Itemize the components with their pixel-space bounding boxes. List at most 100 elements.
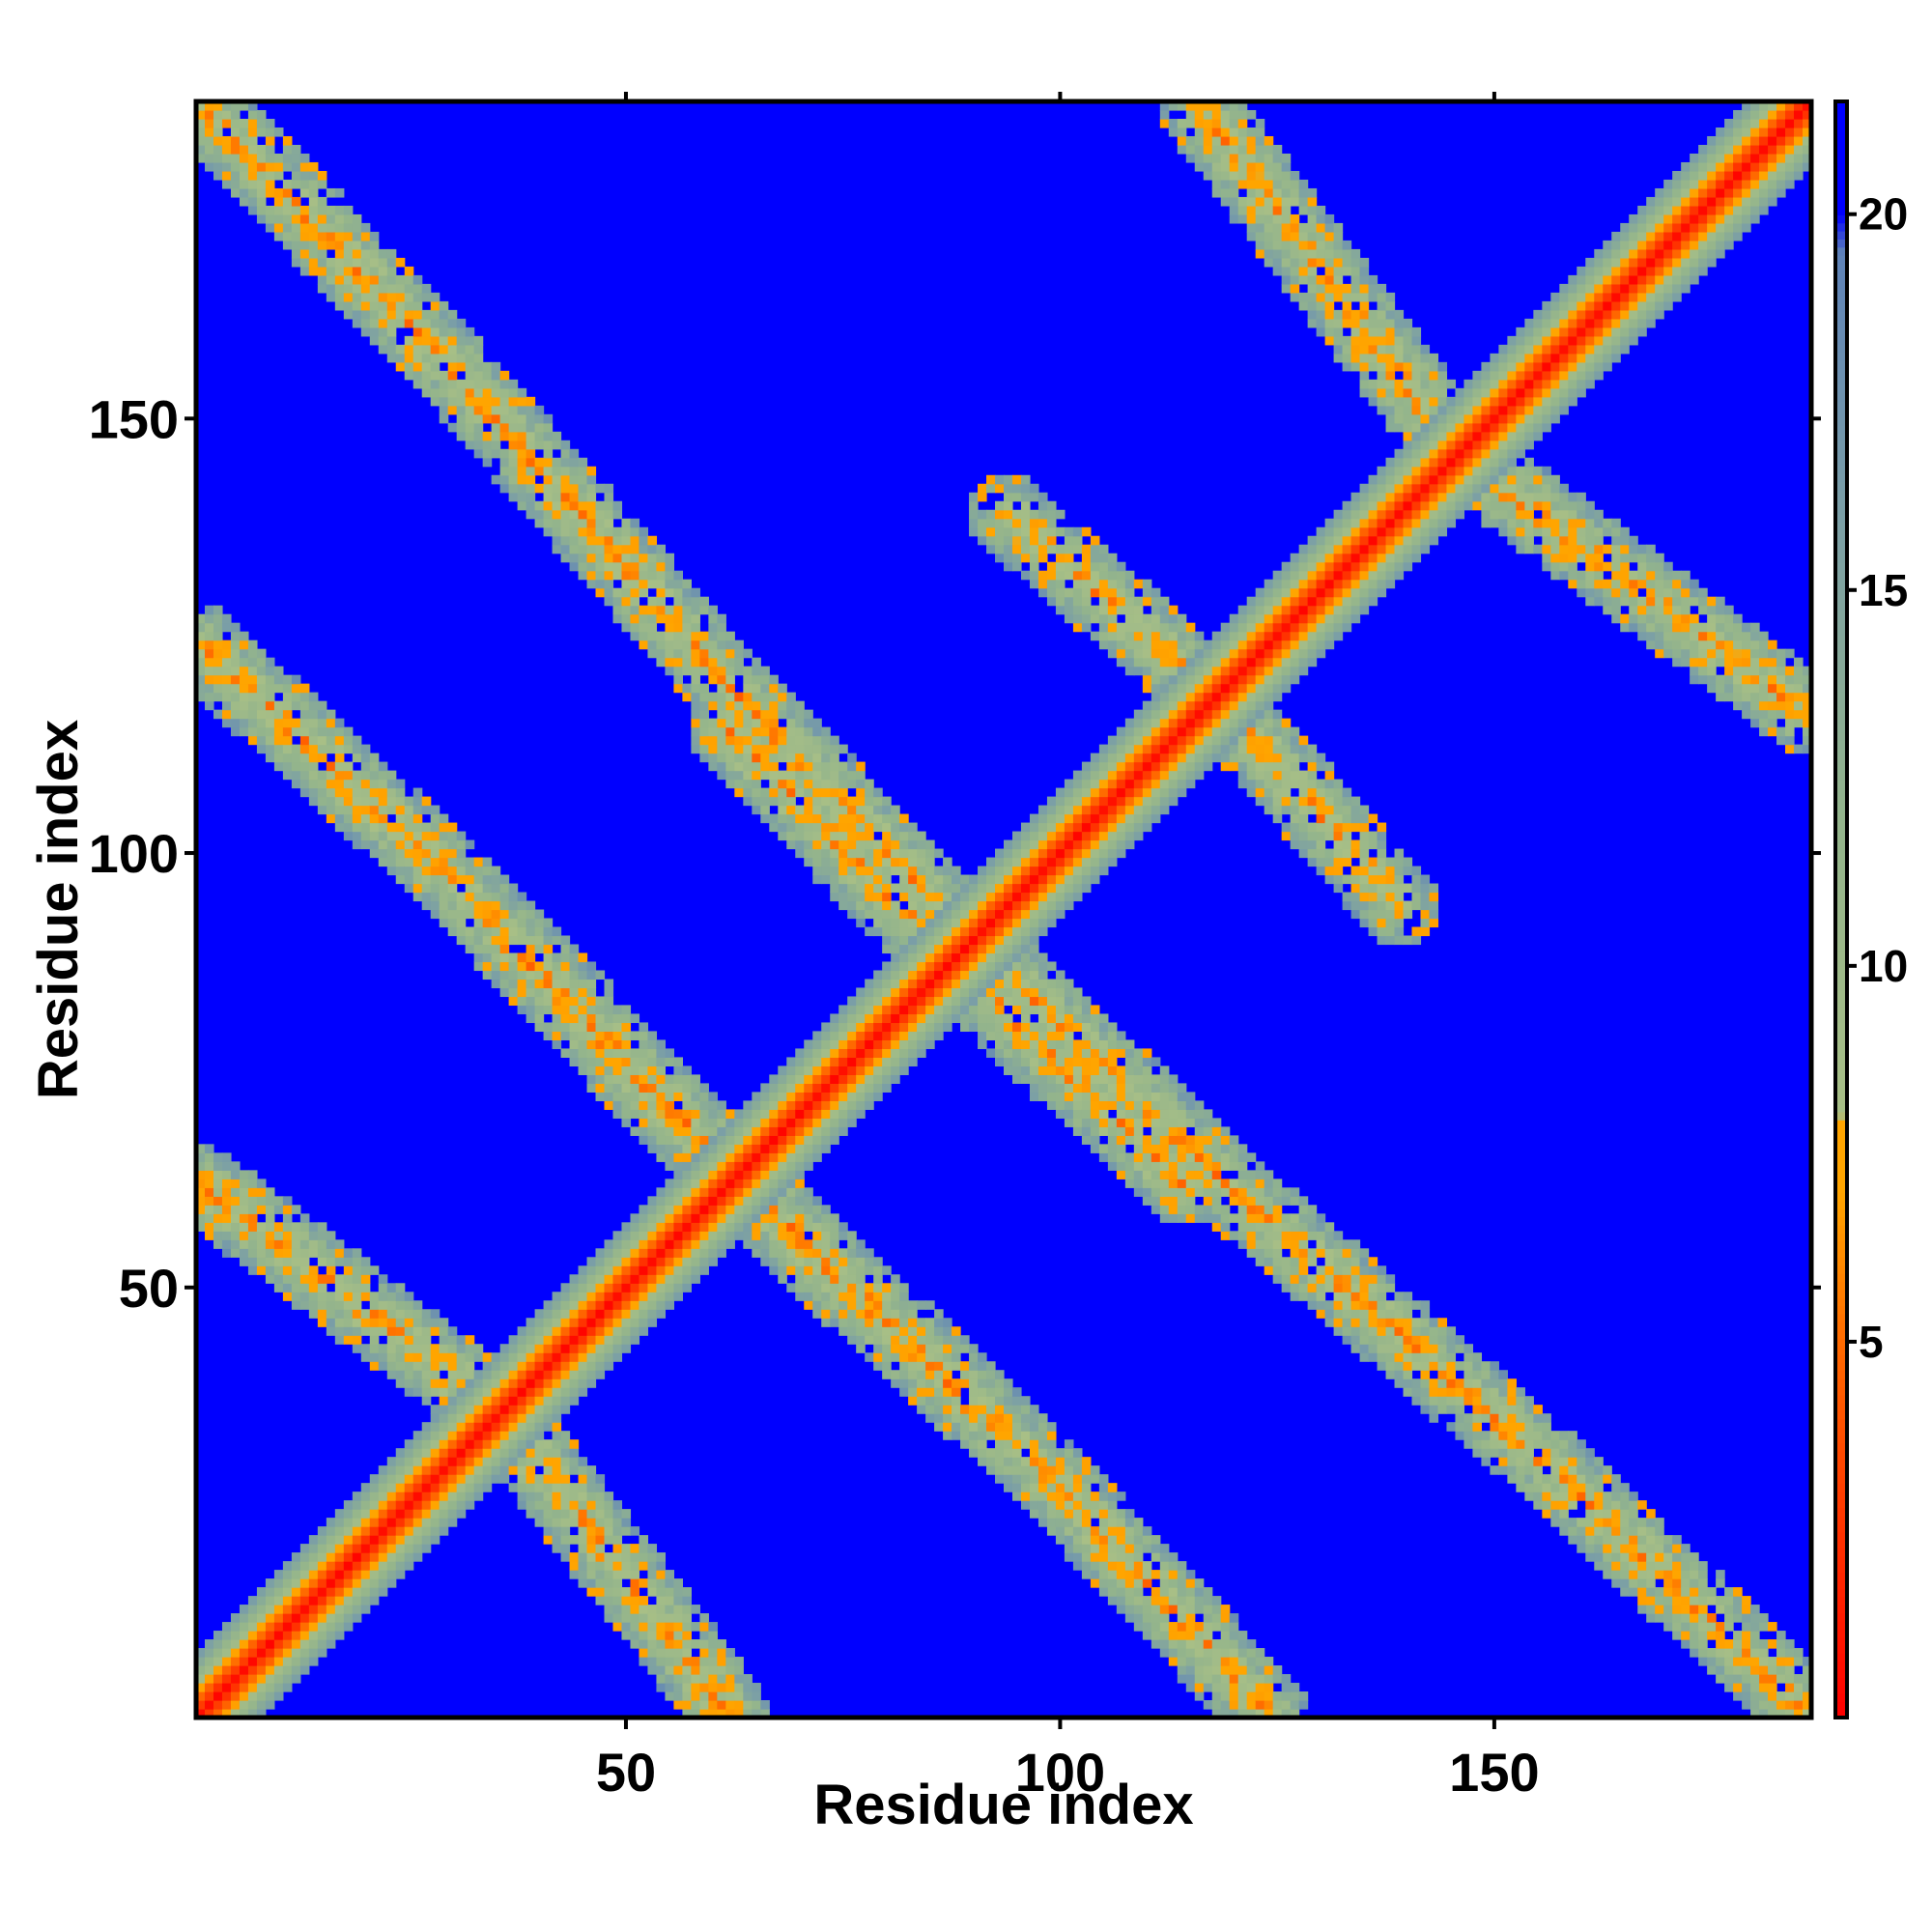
heatmap-cell bbox=[769, 1239, 779, 1249]
heatmap-cell bbox=[1020, 1005, 1031, 1015]
heatmap-cell bbox=[838, 883, 848, 894]
heatmap-cell bbox=[439, 344, 449, 355]
heatmap-cell bbox=[378, 1292, 388, 1301]
heatmap-cell bbox=[1020, 1431, 1031, 1440]
heatmap-cell bbox=[1081, 1065, 1092, 1075]
heatmap-cell bbox=[1029, 1074, 1039, 1084]
heatmap-cell bbox=[326, 709, 336, 720]
heatmap-cell bbox=[221, 1665, 232, 1675]
heatmap-cell bbox=[925, 1335, 935, 1345]
heatmap-cell bbox=[1046, 996, 1057, 1007]
heatmap-cell bbox=[1020, 1013, 1031, 1024]
heatmap-cell bbox=[534, 1474, 545, 1484]
heatmap-cell bbox=[786, 1248, 796, 1258]
heatmap-cell bbox=[917, 892, 926, 902]
heatmap-cell bbox=[752, 1205, 761, 1214]
heatmap-cell bbox=[647, 1544, 658, 1553]
heatmap-cell bbox=[560, 1378, 571, 1388]
heatmap-cell bbox=[308, 718, 319, 728]
heatmap-cell bbox=[378, 1552, 388, 1562]
heatmap-cell bbox=[360, 274, 371, 285]
heatmap-cell bbox=[543, 1526, 554, 1536]
heatmap-cell bbox=[986, 1465, 996, 1475]
heatmap-cell bbox=[343, 805, 354, 815]
heatmap-cell bbox=[595, 1596, 606, 1605]
heatmap-cell bbox=[247, 1248, 258, 1258]
heatmap-cell bbox=[552, 1509, 562, 1519]
heatmap-cell bbox=[682, 1152, 692, 1162]
heatmap-cell bbox=[830, 883, 839, 894]
heatmap-cell bbox=[282, 1587, 293, 1597]
heatmap-cell bbox=[899, 944, 909, 954]
heatmap-cell bbox=[786, 1257, 796, 1266]
heatmap-cell bbox=[639, 1074, 649, 1084]
heatmap-cell bbox=[1090, 1144, 1100, 1153]
heatmap-cell bbox=[491, 874, 501, 885]
heatmap-cell bbox=[865, 1039, 874, 1050]
heatmap-cell bbox=[656, 1135, 667, 1145]
heatmap-cell bbox=[447, 405, 458, 415]
heatmap-cell bbox=[743, 666, 753, 676]
heatmap-cell bbox=[899, 857, 909, 867]
heatmap-cell bbox=[299, 187, 310, 198]
heatmap-cell bbox=[586, 1370, 597, 1379]
heatmap-cell bbox=[865, 848, 874, 859]
heatmap-cell bbox=[604, 1326, 614, 1336]
heatmap-cell bbox=[786, 1213, 796, 1223]
heatmap-cell bbox=[482, 361, 493, 372]
heatmap-cell bbox=[673, 1179, 683, 1188]
heatmap-cell bbox=[499, 979, 510, 989]
heatmap-cell bbox=[439, 1474, 449, 1484]
heatmap-cell bbox=[925, 961, 935, 972]
heatmap-cell bbox=[821, 1039, 831, 1050]
heatmap-cell bbox=[917, 952, 926, 963]
heatmap-cell bbox=[943, 1431, 952, 1440]
heatmap-cell bbox=[1098, 1118, 1109, 1127]
heatmap-cell bbox=[230, 1231, 241, 1240]
heatmap-cell bbox=[639, 1265, 649, 1275]
heatmap-cell bbox=[430, 805, 440, 815]
heatmap-cell bbox=[560, 1483, 571, 1492]
heatmap-cell bbox=[534, 1483, 545, 1492]
heatmap-cell bbox=[534, 1422, 545, 1432]
heatmap-cell bbox=[196, 1213, 206, 1223]
heatmap-cell bbox=[725, 683, 735, 694]
heatmap-cell bbox=[473, 1457, 484, 1466]
heatmap-cell bbox=[656, 1074, 667, 1084]
heatmap-cell bbox=[317, 1631, 327, 1640]
heatmap-cell bbox=[196, 1179, 206, 1188]
heatmap-cell bbox=[691, 1161, 700, 1171]
heatmap-cell bbox=[1029, 918, 1039, 928]
heatmap-cell bbox=[404, 1318, 414, 1327]
heatmap-cell bbox=[369, 813, 380, 824]
heatmap-cell bbox=[282, 1257, 293, 1266]
heatmap-cell bbox=[196, 1205, 206, 1214]
heatmap-cell bbox=[569, 1048, 580, 1058]
heatmap-cell bbox=[734, 657, 744, 668]
heatmap-cell bbox=[760, 761, 770, 772]
heatmap-cell bbox=[1029, 874, 1039, 885]
heatmap-cell bbox=[847, 1257, 857, 1266]
heatmap-cell bbox=[952, 987, 961, 998]
heatmap-cell bbox=[308, 779, 319, 789]
heatmap-cell bbox=[552, 544, 562, 554]
heatmap-cell bbox=[456, 1439, 467, 1449]
heatmap-cell bbox=[291, 761, 301, 772]
heatmap-cell bbox=[491, 396, 501, 407]
heatmap-cell bbox=[812, 1100, 822, 1110]
heatmap-cell bbox=[699, 1248, 709, 1258]
heatmap-cell bbox=[526, 440, 536, 450]
heatmap-cell bbox=[891, 1065, 900, 1075]
heatmap-cell bbox=[995, 900, 1005, 911]
heatmap-cell bbox=[595, 1361, 606, 1371]
heatmap-cell bbox=[1046, 1013, 1057, 1024]
heatmap-cell bbox=[1072, 1109, 1083, 1119]
heatmap-cell bbox=[760, 1257, 770, 1266]
heatmap-cell bbox=[952, 1013, 961, 1024]
heatmap-cell bbox=[604, 1318, 614, 1327]
heatmap-cell bbox=[526, 1005, 536, 1015]
heatmap-cell bbox=[508, 379, 519, 389]
heatmap-cell bbox=[204, 1700, 214, 1710]
heatmap-cell bbox=[282, 231, 293, 242]
heatmap-cell bbox=[717, 744, 726, 754]
